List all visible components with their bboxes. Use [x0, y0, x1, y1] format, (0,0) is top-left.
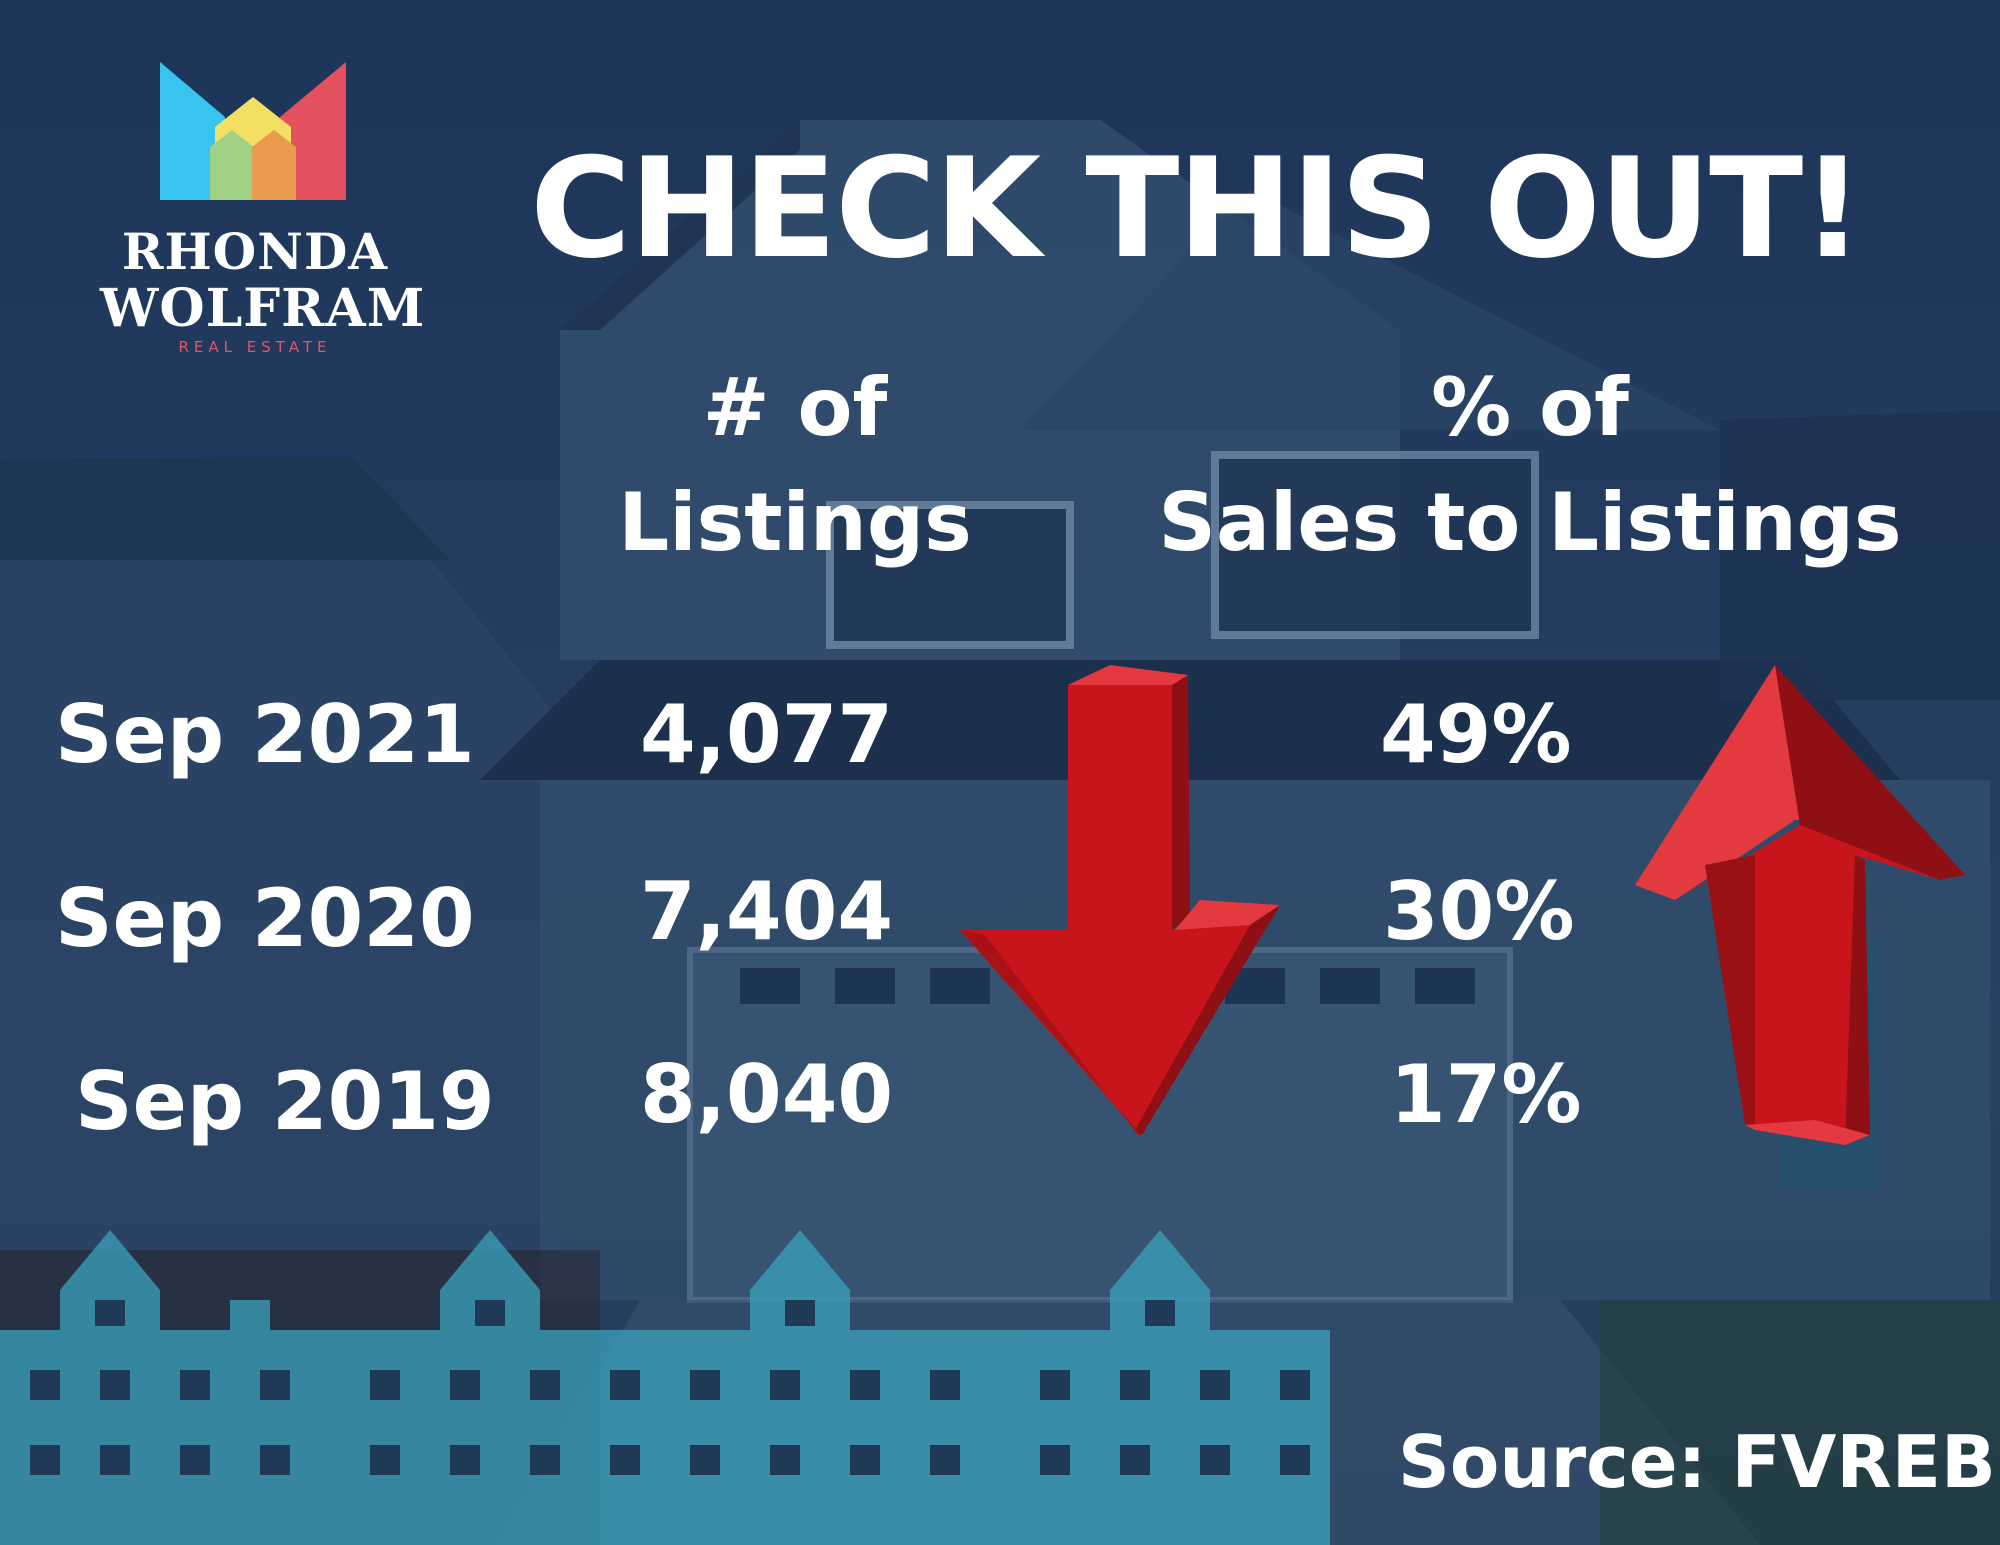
listings-header-line2: Listings — [618, 476, 972, 569]
row-listings: 4,077 — [640, 688, 894, 781]
ratio-column-header: % of Sales to Listings — [1150, 350, 1910, 580]
brand-name-line2: WOLFRAM — [100, 278, 426, 339]
headline: CHECK THIS OUT! — [530, 128, 1864, 289]
logo-icon — [160, 62, 346, 200]
listings-header-line1: # of — [702, 361, 888, 454]
ratio-header-line1: % of — [1431, 361, 1629, 454]
ratio-header-line2: Sales to Listings — [1158, 476, 1902, 569]
row-ratio: 17% — [1390, 1048, 1582, 1141]
source-credit: Source: FVREB — [1398, 1420, 1996, 1504]
row-period: Sep 2020 — [55, 872, 475, 965]
listings-column-header: # of Listings — [600, 350, 990, 580]
row-ratio: 49% — [1380, 688, 1572, 781]
row-listings: 8,040 — [640, 1048, 894, 1141]
down-arrow-icon — [960, 665, 1280, 1135]
brand-name-line1: RHONDA — [121, 222, 389, 281]
row-listings: 7,404 — [640, 865, 894, 958]
row-period: Sep 2019 — [75, 1055, 495, 1148]
row-ratio: 30% — [1383, 865, 1575, 958]
brand-tagline: REAL ESTATE — [178, 338, 332, 356]
row-period: Sep 2021 — [55, 688, 475, 781]
up-arrow-icon — [1635, 665, 1965, 1145]
